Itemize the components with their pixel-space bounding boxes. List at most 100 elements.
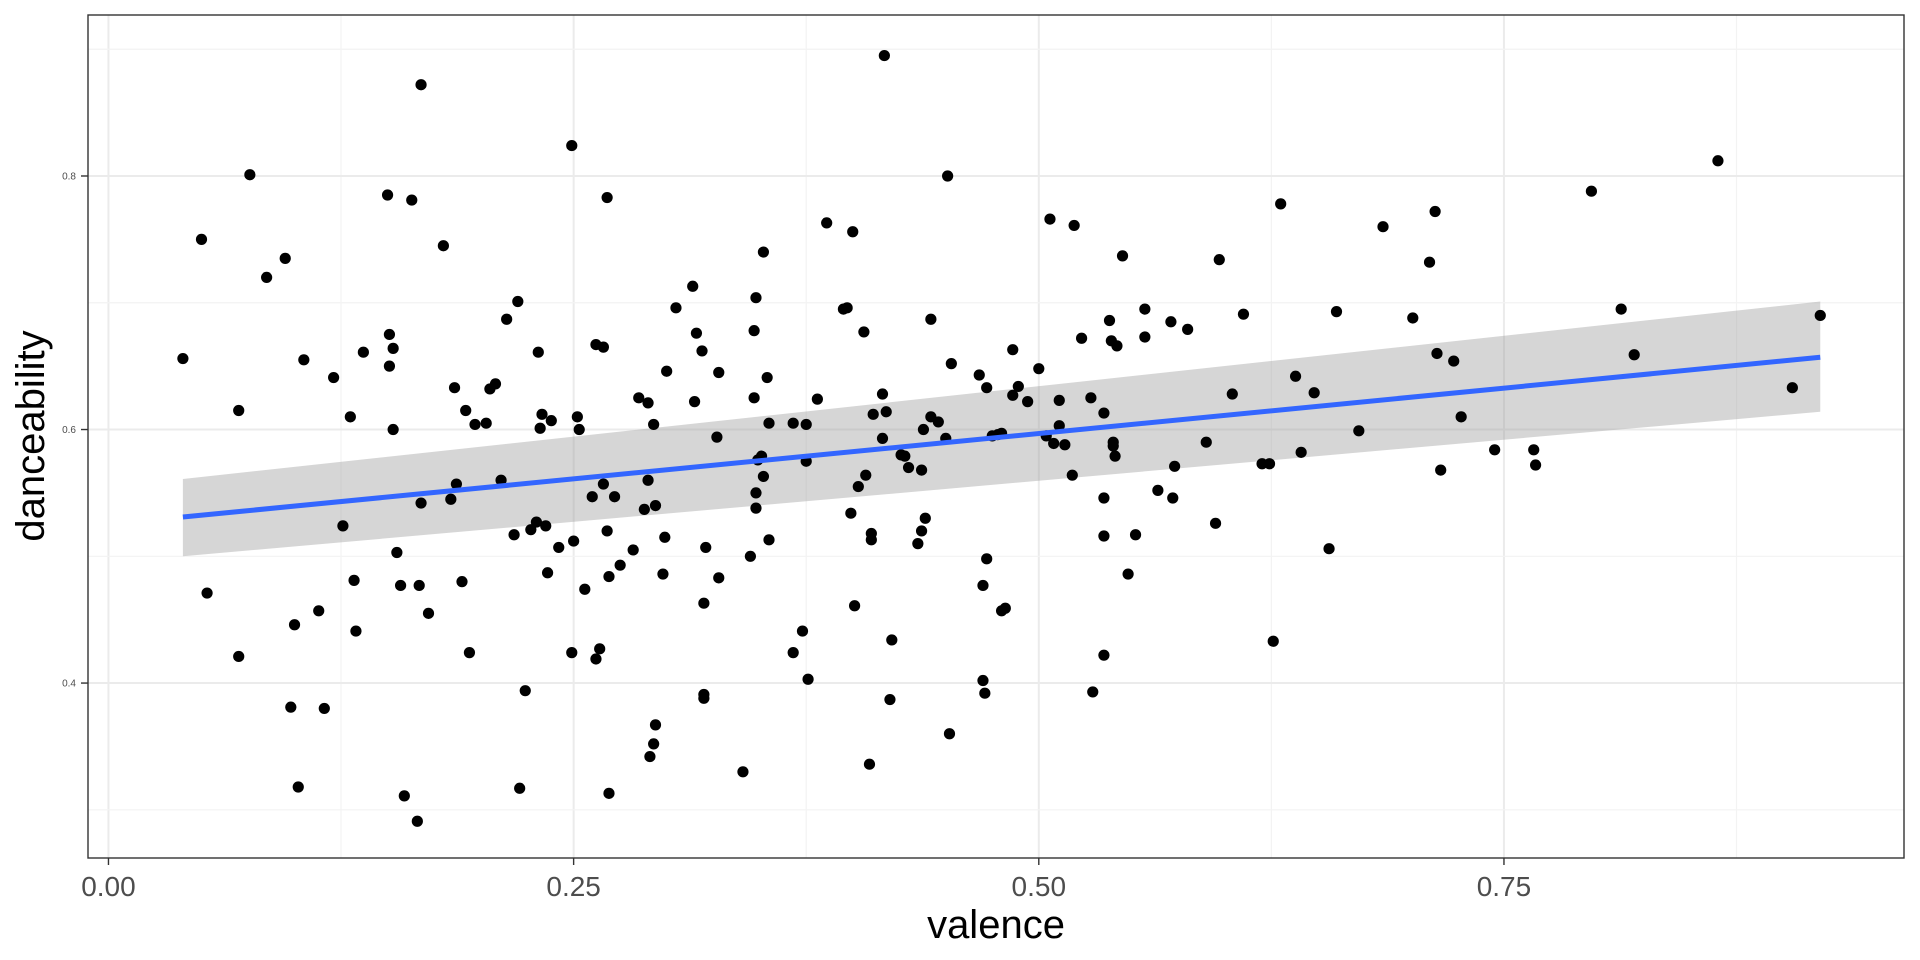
data-point: [608, 491, 621, 503]
data-point: [688, 396, 701, 408]
data-point: [1289, 370, 1302, 382]
data-point: [638, 503, 650, 515]
data-point: [381, 189, 394, 201]
data-point: [876, 432, 889, 445]
data-point: [925, 313, 937, 325]
data-point: [530, 516, 543, 528]
data-point: [568, 535, 580, 547]
data-point: [437, 240, 449, 252]
data-point: [288, 619, 301, 631]
y-tick-label: 0.6: [62, 425, 76, 436]
axes: 0.00 0.25 0.50 0.75 0.4 0.6 0.8: [62, 171, 1531, 902]
data-point: [328, 371, 340, 384]
data-point: [1152, 484, 1164, 496]
data-point: [512, 295, 524, 308]
data-point: [350, 625, 362, 637]
data-point: [977, 579, 989, 592]
y-tick-label: 0.4: [62, 679, 76, 690]
data-point: [852, 480, 864, 493]
data-point: [943, 728, 956, 740]
data-point: [415, 79, 427, 91]
data-point: [867, 408, 879, 420]
data-point: [1098, 407, 1110, 419]
data-point: [1528, 444, 1540, 456]
data-point: [700, 541, 712, 554]
data-point: [545, 415, 557, 427]
data-point: [553, 541, 565, 554]
data-point: [590, 653, 602, 665]
data-point: [469, 418, 481, 431]
data-point: [1209, 517, 1222, 529]
data-point: [649, 719, 662, 731]
data-point: [391, 546, 403, 559]
data-point: [687, 280, 699, 292]
data-point: [811, 393, 823, 405]
x-axis-title: valence: [927, 903, 1065, 947]
data-point: [757, 470, 770, 483]
data-point: [1585, 185, 1598, 197]
data-point: [344, 411, 356, 423]
data-point: [1167, 492, 1179, 504]
data-point: [1139, 331, 1151, 343]
data-point: [411, 815, 423, 827]
data-point: [318, 702, 330, 715]
data-point: [633, 392, 645, 404]
x-tick-label: 0.50: [1012, 871, 1067, 902]
data-point: [1628, 349, 1640, 361]
data-point: [298, 354, 310, 366]
data-point: [902, 461, 915, 474]
data-point: [919, 512, 931, 524]
data-point: [1007, 389, 1019, 401]
data-point: [737, 766, 749, 778]
data-point: [865, 527, 877, 540]
data-point: [1116, 250, 1129, 262]
data-point: [763, 417, 775, 429]
data-point: [1109, 450, 1121, 462]
data-point: [1075, 332, 1088, 344]
data-point: [977, 674, 989, 687]
data-point: [796, 625, 809, 637]
data-point: [313, 605, 325, 617]
y-tick-label: 0.8: [62, 171, 76, 182]
data-point: [1022, 396, 1034, 408]
data-point: [201, 587, 213, 599]
data-point: [480, 417, 492, 429]
data-point: [1098, 492, 1110, 504]
data-point: [422, 607, 435, 619]
data-point: [614, 559, 626, 571]
data-point: [917, 423, 930, 436]
data-point: [750, 502, 762, 514]
data-point: [945, 358, 957, 370]
data-point: [915, 464, 928, 476]
data-point: [1085, 392, 1097, 404]
data-point: [1377, 221, 1389, 233]
data-point: [534, 422, 546, 434]
y-axis-title: danceability: [9, 330, 53, 541]
data-point: [415, 497, 427, 509]
data-point: [847, 226, 859, 238]
data-point: [571, 411, 583, 423]
data-point: [573, 423, 585, 436]
data-point: [763, 534, 775, 546]
data-point: [1435, 464, 1447, 476]
data-point: [489, 378, 502, 390]
data-point: [566, 139, 578, 152]
data-point: [713, 572, 725, 584]
data-point: [406, 194, 418, 206]
data-point: [657, 568, 669, 580]
data-point: [1489, 444, 1501, 456]
data-point: [878, 49, 890, 62]
data-point: [698, 692, 710, 704]
data-point: [787, 647, 799, 659]
data-point: [195, 233, 208, 245]
data-point: [1044, 213, 1056, 225]
data-point: [1429, 205, 1441, 218]
data-point: [863, 758, 876, 770]
data-point: [279, 252, 291, 264]
data-point: [942, 170, 954, 182]
data-point: [642, 397, 654, 409]
data-point: [463, 647, 476, 659]
data-point: [981, 382, 993, 394]
data-point: [1122, 568, 1134, 580]
